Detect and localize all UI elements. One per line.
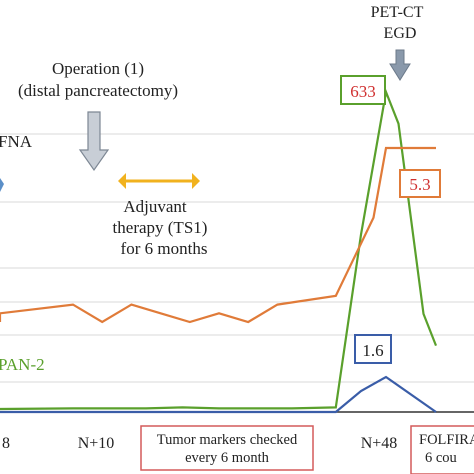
x-tick-label: N+10 — [78, 435, 115, 452]
egd-label: EGD — [384, 25, 417, 42]
adjuvant-label-line1: Adjuvant — [123, 197, 187, 216]
petct-label: PET-CT — [371, 4, 424, 21]
x-tick-label: N+48 — [361, 435, 398, 452]
label-box-5-3 — [399, 169, 441, 198]
folfira-label-line1: FOLFIRA — [419, 432, 474, 448]
fna-arrow-icon — [0, 178, 4, 192]
series-line-orange — [0, 146, 436, 324]
folfira-label-line2: 6 cou — [425, 450, 457, 466]
adjuvant-label-line2: therapy (TS1) — [113, 218, 208, 237]
label-633: 633 — [350, 82, 376, 101]
label-5-3: 5.3 — [409, 175, 430, 194]
operation-arrow-icon — [78, 111, 110, 172]
operation-label-line1: Operation (1) — [52, 59, 144, 78]
series-line-pan2 — [0, 87, 438, 411]
fna-label: FNA — [0, 132, 33, 151]
tumor-markers-label-line1: Tumor markers checked — [157, 432, 298, 448]
folfira-box — [410, 425, 474, 474]
series-line-blue — [0, 375, 437, 414]
label-1-6: 1.6 — [362, 341, 383, 360]
label-box-633 — [340, 75, 386, 105]
adjuvant-label-line3: for 6 months — [121, 239, 208, 258]
operation-label-line2: (distal pancreatectomy) — [18, 81, 178, 100]
pan2-legend-label: PAN-2 — [0, 355, 45, 374]
label-box-1-6 — [354, 334, 392, 364]
adjuvant-range-icon — [118, 173, 200, 189]
tumor-markers-box — [140, 425, 314, 471]
x-tick-label: 8 — [2, 435, 10, 452]
tumor-markers-label-line2: every 6 month — [185, 450, 270, 466]
petct-arrow-icon — [389, 49, 411, 81]
